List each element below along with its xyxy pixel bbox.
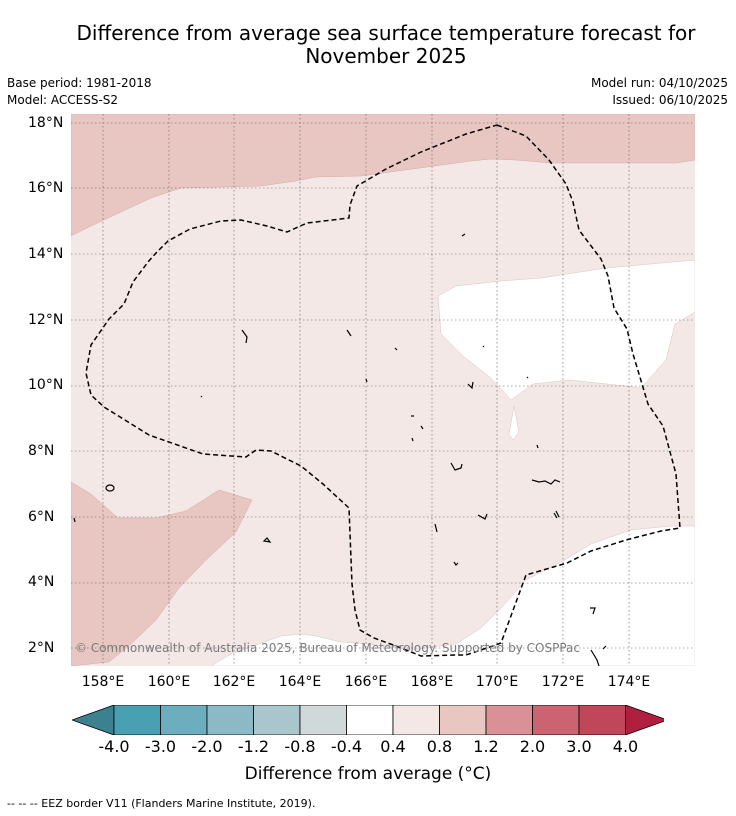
base-period: Base period: 1981-2018 bbox=[7, 76, 152, 90]
islands bbox=[73, 233, 607, 666]
title-line-1: Difference from average sea surface temp… bbox=[76, 21, 696, 45]
anomaly-region-southeast-neutral bbox=[210, 525, 695, 666]
map-svg bbox=[71, 114, 695, 666]
colorbar-tick-label: -0.4 bbox=[330, 737, 363, 756]
colorbar-tick-label: -1.2 bbox=[237, 737, 270, 756]
colorbar-tick-label: -0.8 bbox=[284, 737, 316, 756]
colorbar-swatch bbox=[439, 705, 487, 735]
lon-label: 170°E bbox=[475, 674, 519, 690]
chart-title: Difference from average sea surface temp… bbox=[40, 22, 732, 68]
colorbar-swatch bbox=[346, 705, 394, 735]
colorbar-swatch bbox=[299, 705, 347, 735]
copyright-notice: © Commonwealth of Australia 2025, Bureau… bbox=[75, 641, 580, 655]
colorbar-swatch bbox=[113, 705, 161, 735]
colorbar-swatch bbox=[392, 705, 440, 735]
colorbar-tick-label: -2.0 bbox=[191, 737, 223, 756]
colorbar bbox=[72, 705, 664, 735]
model-run: Model run: 04/10/2025 bbox=[590, 76, 728, 90]
lat-label: 2°N bbox=[28, 640, 55, 656]
meta-left: Base period: 1981-2018 Model: ACCESS-S2 bbox=[7, 75, 152, 109]
colorbar-swatch bbox=[206, 705, 254, 735]
lon-label: 164°E bbox=[278, 674, 322, 690]
lon-label: 160°E bbox=[147, 674, 191, 690]
colorbar-tick-label: 1.2 bbox=[473, 737, 499, 756]
colorbar-swatch bbox=[253, 705, 301, 735]
lon-label: 168°E bbox=[410, 674, 454, 690]
colorbar-tick-label: 3.0 bbox=[566, 737, 592, 756]
anomaly-region-east-neutral bbox=[437, 259, 695, 401]
lon-label: 174°E bbox=[607, 674, 651, 690]
lat-label: 6°N bbox=[28, 509, 55, 525]
legend-label: Difference from average (°C) bbox=[244, 764, 492, 784]
title-line-2: November 2025 bbox=[305, 44, 467, 68]
colorbar-swatch bbox=[160, 705, 208, 735]
anomaly-region-sliver bbox=[508, 405, 520, 441]
issued-date: Issued: 06/10/2025 bbox=[612, 93, 728, 107]
colorbar-tick-label: 4.0 bbox=[612, 737, 639, 756]
lat-label: 10°N bbox=[28, 377, 64, 393]
lon-label: 158°E bbox=[81, 674, 125, 690]
colorbar-tick-label: 0.8 bbox=[426, 737, 453, 756]
eez-legend: -- -- -- EEZ border V11 (Flanders Marine… bbox=[7, 797, 316, 810]
map bbox=[71, 114, 695, 666]
colorbar-extend-high bbox=[625, 705, 664, 735]
colorbar-extend-low bbox=[72, 705, 115, 735]
lat-label: 18°N bbox=[28, 115, 64, 131]
colorbar-swatch bbox=[485, 705, 533, 735]
lon-label: 162°E bbox=[212, 674, 256, 690]
lon-label: 172°E bbox=[541, 674, 585, 690]
lon-label: 166°E bbox=[344, 674, 388, 690]
colorbar-tick-label: 0.4 bbox=[380, 737, 406, 756]
colorbar-tick-label: -4.0 bbox=[98, 737, 130, 756]
anomaly-region-southwest-0.8-1.2 bbox=[71, 481, 253, 666]
lat-label: 12°N bbox=[28, 312, 64, 328]
colorbar-swatch bbox=[532, 705, 580, 735]
gridlines bbox=[71, 114, 695, 666]
colorbar-tick-label: 2.0 bbox=[519, 737, 546, 756]
lat-label: 14°N bbox=[28, 246, 64, 262]
colorbar-swatch bbox=[578, 705, 626, 735]
anomaly-region-north-0.8-1.2 bbox=[71, 114, 695, 237]
lat-label: 8°N bbox=[28, 443, 55, 459]
lat-label: 4°N bbox=[28, 574, 55, 590]
lat-label: 16°N bbox=[28, 180, 64, 196]
meta-right: Model run: 04/10/2025 Issued: 06/10/2025 bbox=[591, 75, 728, 109]
colorbar-tick-label: -3.0 bbox=[144, 737, 177, 756]
eez-border bbox=[85, 124, 681, 657]
model-name: Model: ACCESS-S2 bbox=[7, 93, 119, 107]
